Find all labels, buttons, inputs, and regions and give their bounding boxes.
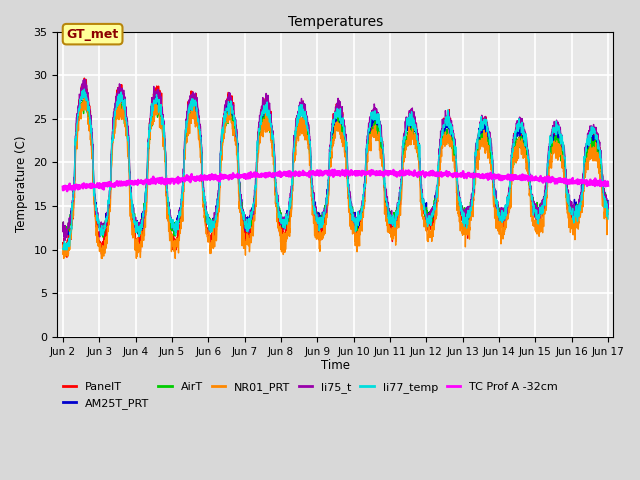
Y-axis label: Temperature (C): Temperature (C) (15, 136, 28, 232)
Text: GT_met: GT_met (67, 28, 119, 41)
X-axis label: Time: Time (321, 360, 350, 372)
Legend: PanelT, AM25T_PRT, AirT, NR01_PRT, li75_t, li77_temp, TC Prof A -32cm: PanelT, AM25T_PRT, AirT, NR01_PRT, li75_… (63, 382, 557, 408)
Title: Temperatures: Temperatures (288, 15, 383, 29)
